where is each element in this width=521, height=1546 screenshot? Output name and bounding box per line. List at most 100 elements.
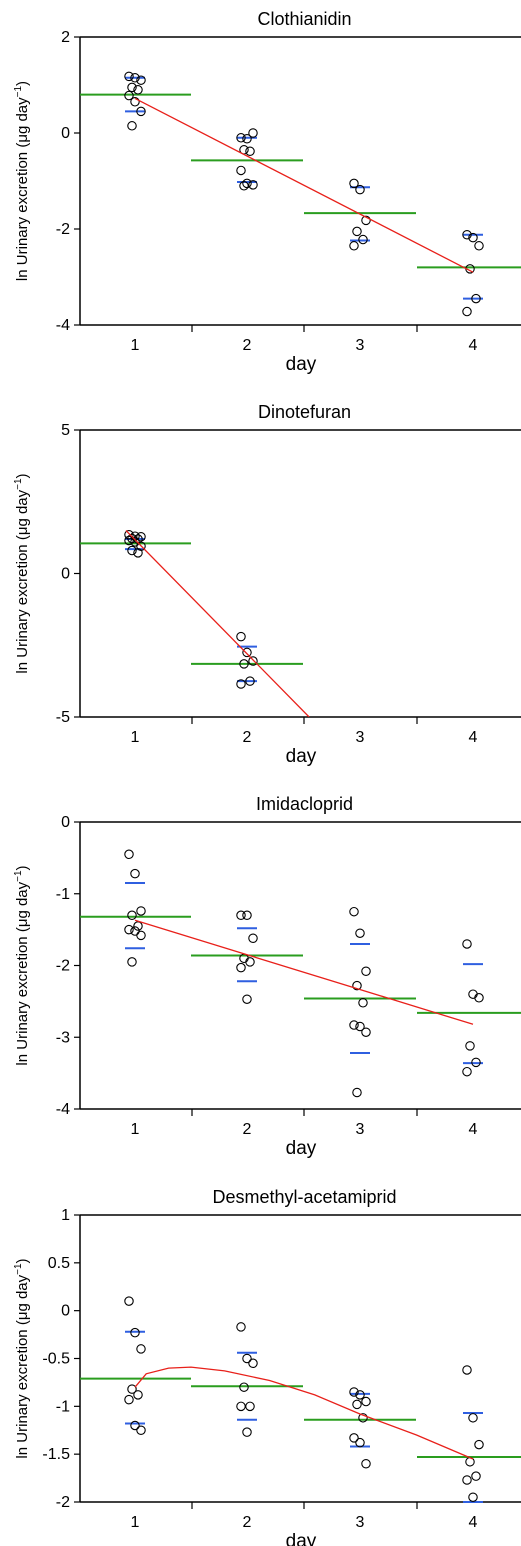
data-point	[352, 980, 362, 991]
data-point	[136, 541, 146, 551]
data-point	[462, 1365, 472, 1375]
y-axis-label-base: ln Urinary excretion (μg day	[14, 1274, 31, 1458]
data-point	[242, 910, 252, 921]
x-tick-label: 2	[243, 729, 252, 746]
data-point	[462, 1066, 472, 1077]
x-axis-label: day	[286, 746, 317, 767]
data-point	[474, 993, 484, 1003]
data-point	[245, 957, 255, 967]
data-point	[471, 1057, 481, 1068]
y-tick-label: -2	[56, 1494, 70, 1511]
data-point	[127, 910, 137, 921]
data-point	[355, 1390, 365, 1400]
y-tick-label: -4	[56, 317, 70, 334]
data-point	[468, 1492, 478, 1502]
data-point	[239, 1382, 249, 1392]
data-point	[242, 134, 252, 144]
x-tick-label: 4	[469, 729, 478, 746]
data-point	[236, 165, 246, 176]
data-point	[349, 1387, 359, 1397]
data-point	[248, 933, 258, 943]
data-point	[136, 906, 146, 916]
chart-title: Clothianidin	[257, 9, 351, 29]
y-axis-label: ln Urinary excretion (μg day−1)	[13, 865, 31, 1065]
data-point	[471, 293, 481, 304]
y-tick-label: -1.5	[42, 1446, 70, 1463]
y-axis-label: ln Urinary excretion (μg day−1)	[13, 1258, 31, 1458]
data-point	[130, 97, 140, 107]
y-tick-label: -4	[56, 1101, 70, 1118]
data-point	[136, 930, 146, 941]
x-axis-label: day	[286, 1138, 317, 1159]
data-point	[127, 545, 137, 556]
y-axis-label-close: )	[14, 865, 31, 870]
data-point	[248, 1358, 258, 1369]
trend-line	[134, 1366, 474, 1460]
y-tick-label: 0	[61, 566, 70, 583]
x-tick-label: 1	[131, 729, 140, 746]
trend-line	[125, 530, 310, 717]
data-point	[130, 73, 140, 83]
x-tick-label: 1	[131, 1514, 140, 1531]
x-tick-label: 3	[356, 1514, 365, 1531]
y-tick-label: 0	[61, 1303, 70, 1320]
y-tick-label: 0.5	[48, 1255, 70, 1272]
data-point	[245, 1401, 255, 1412]
data-point	[242, 994, 252, 1004]
data-point	[124, 924, 134, 935]
data-point	[236, 631, 246, 642]
data-point	[349, 1020, 359, 1030]
data-point	[133, 1390, 143, 1400]
data-point	[361, 1396, 371, 1407]
chart-panel-2: Dinotefuran 5 0 -5 1 2 3 4 day ln Urinary excreti…	[13, 402, 521, 767]
y-axis-label-base: ln Urinary excretion (μg day	[14, 97, 31, 281]
chart-title: Imidacloprid	[256, 794, 353, 814]
data-point	[236, 962, 246, 973]
y-axis-label-close: )	[14, 81, 31, 86]
data-point	[242, 1353, 252, 1364]
data-point	[239, 181, 249, 191]
data-point	[468, 1413, 478, 1423]
data-point	[352, 1087, 362, 1098]
x-tick-label: 3	[356, 729, 365, 746]
y-tick-label: -5	[56, 709, 70, 726]
trend-line	[134, 919, 474, 1025]
x-tick-label: 4	[469, 1514, 478, 1531]
data-point	[355, 1021, 365, 1032]
data-point	[124, 535, 134, 546]
data-point	[349, 906, 359, 917]
data-point	[355, 1437, 365, 1448]
data-point	[124, 1296, 134, 1306]
y-tick-label: -1	[56, 1398, 70, 1415]
data-point	[361, 1458, 371, 1469]
y-axis-label-exponent: −1	[13, 86, 24, 98]
y-tick-label: -2	[56, 958, 70, 975]
data-point	[133, 85, 143, 95]
x-tick-label: 3	[356, 337, 365, 354]
y-tick-label: 0	[61, 125, 70, 142]
data-point	[358, 234, 368, 245]
data-point	[127, 957, 137, 967]
data-point	[462, 306, 472, 317]
data-point	[236, 133, 246, 143]
data-point	[245, 676, 255, 686]
chart-panel-4: Desmethyl-acetamiprid 1 0.5 0 -0.5 -1 -1.5 -2 1 2…	[13, 1187, 521, 1546]
y-axis-label-close: )	[14, 473, 31, 478]
data-point	[124, 90, 134, 101]
data-point	[245, 146, 255, 156]
y-axis-label-close: )	[14, 1258, 31, 1263]
data-point	[468, 232, 478, 243]
data-point	[127, 1384, 137, 1394]
data-point	[242, 647, 252, 658]
data-point	[127, 533, 137, 544]
data-point	[239, 659, 249, 669]
x-tick-label: 1	[131, 337, 140, 354]
data-point	[133, 548, 143, 558]
data-point	[124, 71, 134, 82]
data-point	[127, 82, 137, 93]
data-point	[124, 1394, 134, 1405]
x-axis-label: day	[286, 1531, 317, 1546]
x-tick-label: 2	[243, 337, 252, 354]
data-point	[130, 1420, 140, 1431]
